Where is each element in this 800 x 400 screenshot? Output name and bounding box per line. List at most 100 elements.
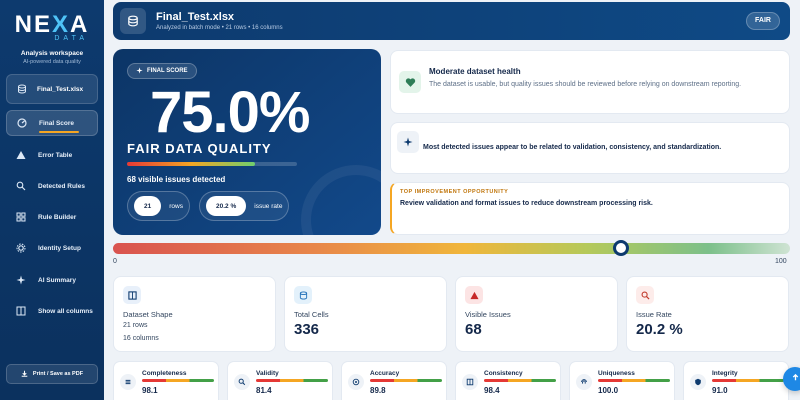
- fingerprint-icon: [576, 374, 592, 390]
- stat-card-issue-rate: Issue Rate 20.2 %: [626, 276, 789, 352]
- workspace-subtitle: AI-powered data quality: [23, 59, 81, 65]
- metric-name: Integrity: [712, 370, 738, 377]
- health-card: Moderate dataset health The dataset is u…: [390, 50, 790, 114]
- sidebar-item-error-table[interactable]: Error Table: [6, 142, 98, 168]
- database-icon: [120, 8, 146, 34]
- metric-bar: [484, 379, 556, 382]
- improvement-card: TOP IMPROVEMENT OPPORTUNITY Review valid…: [390, 182, 790, 235]
- sidebar-item-label: Final Score: [39, 119, 75, 127]
- arrow-up-icon: [791, 373, 800, 385]
- sidebar: NEXA DATA Analysis workspace AI-powered …: [0, 0, 104, 400]
- rows-chip-label: rows: [169, 202, 183, 210]
- sidebar-item-identity-setup[interactable]: Identity Setup: [6, 235, 98, 261]
- search-list-icon: [16, 181, 26, 191]
- stat-columns: 16 columns: [123, 335, 159, 342]
- final-score-pill: FINAL SCORE: [127, 63, 197, 79]
- metric-bar: [598, 379, 670, 382]
- logo-subtext: DATA: [54, 35, 88, 42]
- metric-card-completeness: Completeness 98.1: [113, 361, 219, 400]
- grid-icon: [16, 212, 26, 222]
- issues-detected: 68 visible issues detected: [127, 175, 226, 184]
- metric-value: 91.0: [712, 386, 728, 395]
- sidebar-item-ai-summary[interactable]: AI Summary: [6, 267, 98, 293]
- sidebar-item-label: Detected Rules: [38, 182, 85, 190]
- metric-bar: [712, 379, 784, 382]
- list-icon: [120, 374, 136, 390]
- rows-chip: 21 rows: [127, 191, 190, 221]
- score-label: FAIR DATA QUALITY: [127, 141, 272, 156]
- stat-card-total-cells: Total Cells 336: [284, 276, 447, 352]
- metric-value: 98.1: [142, 386, 158, 395]
- database-icon: [17, 84, 27, 94]
- app-logo: NEXA DATA: [0, 11, 104, 43]
- sidebar-item-rule-builder[interactable]: Rule Builder: [6, 204, 98, 230]
- download-icon: [21, 370, 28, 379]
- stat-card-dataset-shape: Dataset Shape 21 rows 16 columns: [113, 276, 276, 352]
- metric-bar: [142, 379, 214, 382]
- sidebar-file[interactable]: Final_Test.xlsx: [6, 74, 98, 104]
- sidebar-item-label: AI Summary: [38, 276, 76, 284]
- metric-card-integrity: Integrity 91.0: [683, 361, 789, 400]
- metric-name: Consistency: [484, 370, 523, 377]
- gear-icon: [16, 243, 26, 253]
- issue-rate-chip-label: issue rate: [254, 202, 283, 210]
- sparkle-icon: [136, 66, 143, 76]
- sidebar-item-label: Show all columns: [38, 307, 93, 315]
- columns-icon: [16, 306, 26, 316]
- gauge-knob: [612, 240, 629, 256]
- metric-card-consistency: Consistency 98.4: [455, 361, 561, 400]
- workspace-title: Analysis workspace: [20, 50, 84, 57]
- score-value: 75.0%: [150, 80, 310, 145]
- metric-value: 81.4: [256, 386, 272, 395]
- score-progress-fill: [127, 162, 255, 166]
- health-title: Moderate dataset health: [429, 67, 521, 76]
- metric-name: Validity: [256, 370, 279, 377]
- improvement-kicker: TOP IMPROVEMENT OPPORTUNITY: [400, 189, 509, 195]
- issue-rate-chip-value: 20.2 %: [206, 196, 247, 216]
- pattern-card: Most detected issues appear to be relate…: [390, 122, 790, 174]
- warning-triangle-icon: [465, 286, 483, 304]
- stat-label: Visible Issues: [465, 310, 511, 319]
- metric-card-validity: Validity 81.4: [227, 361, 333, 400]
- stat-value: 336: [294, 321, 320, 338]
- metric-name: Accuracy: [370, 370, 400, 377]
- metric-bar: [370, 379, 442, 382]
- stat-value: 20.2 %: [636, 321, 683, 338]
- sparkle-icon: [397, 131, 419, 153]
- stat-label: Dataset Shape: [123, 310, 173, 319]
- sidebar-file-label: Final_Test.xlsx: [37, 85, 84, 93]
- stat-rows: 21 rows: [123, 322, 148, 329]
- logo-text: NE: [14, 11, 52, 38]
- page-subtitle: Analyzed in batch mode • 21 rows • 16 co…: [156, 25, 283, 31]
- gauge-min-label: 0: [113, 258, 117, 265]
- metric-value: 98.4: [484, 386, 500, 395]
- scroll-top-button[interactable]: [783, 367, 800, 391]
- sparkle-icon: [16, 275, 26, 285]
- print-save-pdf-button[interactable]: Print / Save as PDF: [6, 364, 98, 384]
- score-gauge: [113, 240, 790, 256]
- metric-card-accuracy: Accuracy 89.8: [341, 361, 447, 400]
- active-underline: [39, 130, 79, 133]
- heart-pulse-icon: [399, 71, 421, 93]
- sidebar-item-final-score[interactable]: Final Score: [6, 110, 98, 136]
- rows-chip-value: 21: [134, 196, 162, 216]
- print-label: Print / Save as PDF: [32, 371, 84, 377]
- sidebar-item-label: Rule Builder: [38, 213, 77, 221]
- stat-value: 68: [465, 321, 482, 338]
- database-icon: [294, 286, 312, 304]
- stat-label: Issue Rate: [636, 310, 672, 319]
- metric-name: Completeness: [142, 370, 187, 377]
- search-icon: [234, 374, 250, 390]
- sidebar-item-detected-rules[interactable]: Detected Rules: [6, 173, 98, 199]
- quality-badge: FAIR: [746, 12, 780, 30]
- metric-card-uniqueness: Uniqueness 100.0: [569, 361, 675, 400]
- table-icon: [123, 286, 141, 304]
- sidebar-item-show-all-columns[interactable]: Show all columns: [6, 298, 98, 324]
- metric-value: 100.0: [598, 386, 619, 395]
- page-title: Final_Test.xlsx: [156, 11, 235, 23]
- metric-bar: [256, 379, 328, 382]
- page-header: Final_Test.xlsx Analyzed in batch mode •…: [113, 2, 790, 40]
- table-icon: [462, 374, 478, 390]
- score-progress-bar: [127, 162, 297, 166]
- gauge-max-label: 100: [775, 258, 787, 265]
